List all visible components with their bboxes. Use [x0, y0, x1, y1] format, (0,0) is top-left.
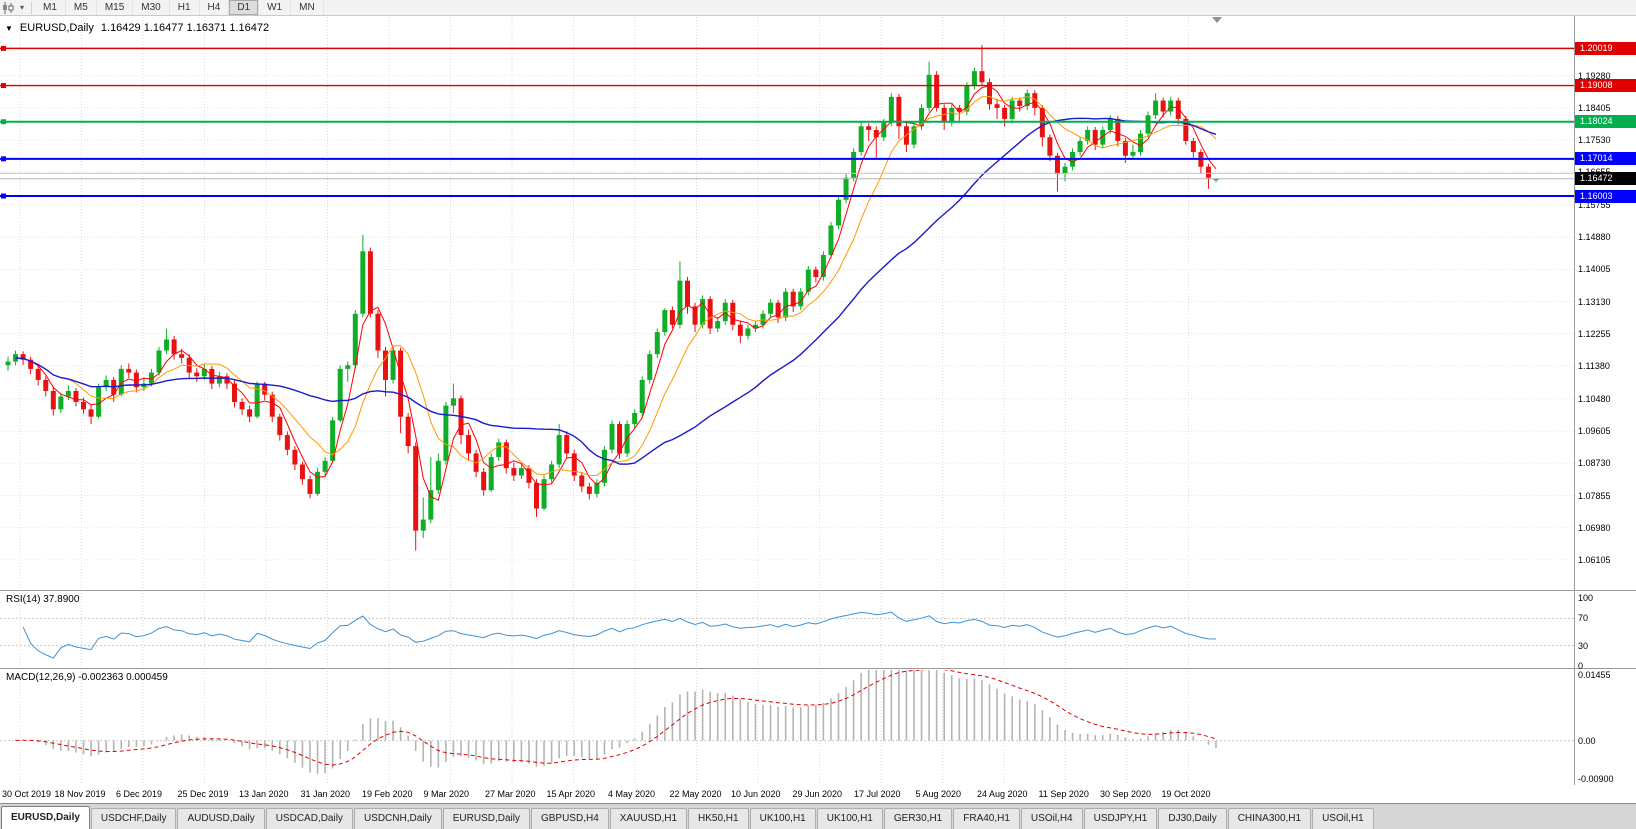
date-axis-label: 19 Oct 2020 — [1161, 789, 1211, 799]
timeframe-button-d1[interactable]: D1 — [229, 0, 260, 15]
timeframe-buttons-group: M1 M5 M15 M30 H1 H4 D1 W1 MN — [35, 0, 324, 16]
timeframe-button-m15[interactable]: M15 — [97, 0, 134, 15]
timeframe-button-m5[interactable]: M5 — [66, 0, 97, 15]
timeframe-button-m1[interactable]: M1 — [35, 0, 66, 15]
timeframe-button-mn[interactable]: MN — [291, 0, 324, 15]
chart-tab-usdchf-daily[interactable]: USDCHF,Daily — [90, 808, 177, 829]
chart-tab-fra40-h1[interactable]: FRA40,H1 — [953, 808, 1020, 829]
chart-tab-eurusd-daily[interactable]: EURUSD,Daily — [1, 806, 90, 829]
chart-title: ▼ EURUSD,Daily 1.16429 1.16477 1.16371 1… — [5, 22, 269, 34]
right-offset-marker[interactable] — [1212, 17, 1222, 23]
date-axis-label: 22 May 2020 — [669, 789, 722, 799]
rsi-line — [22, 611, 1217, 659]
date-axis-label: 9 Mar 2020 — [423, 789, 470, 799]
date-axis-label: 30 Sep 2020 — [1100, 789, 1152, 799]
chart-symbol-label: EURUSD,Daily — [19, 22, 94, 34]
macd-histogram — [14, 670, 1217, 774]
chart-tabs-bar: EURUSD,Daily USDCHF,Daily AUDUSD,Daily USDC… — [0, 803, 1636, 829]
date-axis-label: 13 Jan 2020 — [239, 789, 289, 799]
date-axis-label: 5 Aug 2020 — [915, 789, 962, 799]
toolbar-separator — [31, 1, 32, 14]
date-axis-label: 11 Sep 2020 — [1038, 789, 1089, 799]
chart-tab-hk50-h1[interactable]: HK50,H1 — [688, 808, 749, 829]
chart-type-icon[interactable] — [0, 1, 16, 15]
date-axis-label: 19 Feb 2020 — [362, 789, 413, 799]
date-axis-label: 17 Jul 2020 — [854, 789, 901, 799]
level-lines-layer[interactable] — [0, 45, 1574, 199]
chart-tab-xauusd-h1[interactable]: XAUUSD,H1 — [609, 808, 688, 829]
timeframe-button-w1[interactable]: W1 — [259, 0, 292, 15]
date-axis-label: 10 Jun 2020 — [731, 789, 781, 799]
date-axis-label: 24 Aug 2020 — [977, 789, 1028, 799]
date-axis-label: 18 Nov 2019 — [54, 789, 106, 799]
date-axis-label: 31 Jan 2020 — [300, 789, 351, 799]
date-axis-label: 29 Jun 2020 — [792, 789, 843, 799]
grid-layer — [0, 17, 1574, 789]
rsi-indicator-label: RSI(14) 37.8900 — [6, 594, 80, 605]
timeframe-toolbar: ▾ M1 M5 M15 M30 H1 H4 D1 W1 MN — [0, 0, 1636, 16]
date-axis-label: 27 Mar 2020 — [485, 789, 536, 799]
macd-signal-line — [15, 670, 1217, 766]
chart-tab-usdjpy-h1[interactable]: USDJPY,H1 — [1083, 808, 1158, 829]
chart-tab-usdcnh-daily[interactable]: USDCNH,Daily — [353, 808, 442, 829]
chart-ohlc-values: 1.16429 1.16477 1.16371 1.16472 — [100, 22, 270, 34]
chart-tab-usdcad-daily[interactable]: USDCAD,Daily — [265, 808, 353, 829]
timeframe-button-h1[interactable]: H1 — [170, 0, 200, 15]
chart-tab-gbpusd-h4[interactable]: GBPUSD,H4 — [530, 808, 609, 829]
ma-fast-line — [15, 85, 1217, 502]
chart-plot-area[interactable] — [0, 0, 1636, 803]
date-axis-label: 15 Apr 2020 — [546, 789, 596, 799]
chart-tab-usoil-h4[interactable]: USOil,H4 — [1020, 808, 1083, 829]
macd-indicator-label: MACD(12,26,9) -0.002363 0.000459 — [6, 672, 168, 683]
chart-tab-dj30-daily[interactable]: DJ30,Daily — [1158, 808, 1227, 829]
chart-tab-ger30-h1[interactable]: GER30,H1 — [883, 808, 953, 829]
chart-tab-uk100-h1[interactable]: UK100,H1 — [816, 808, 883, 829]
timeframe-button-m30[interactable]: M30 — [133, 0, 170, 15]
candlestick-glyph — [3, 1, 14, 14]
chart-tab-uk100-h1[interactable]: UK100,H1 — [749, 808, 816, 829]
date-axis-label: 25 Dec 2019 — [177, 789, 229, 799]
collapse-indicator-icon[interactable]: ▼ — [5, 23, 13, 33]
ma-slow-line — [15, 117, 1217, 465]
date-axis[interactable]: 30 Oct 2019 18 Nov 2019 6 Dec 2019 25 Dec 2… — [0, 785, 1636, 803]
chart-tab-audusd-daily[interactable]: AUDUSD,Daily — [177, 808, 265, 829]
ma-mid-line — [15, 95, 1217, 476]
chart-tab-china300-h1[interactable]: CHINA300,H1 — [1227, 808, 1312, 829]
chart-tab-usoil-h1[interactable]: USOil,H1 — [1312, 808, 1374, 829]
date-axis-label: 4 May 2020 — [608, 789, 656, 799]
date-axis-label: 30 Oct 2019 — [2, 789, 52, 799]
timeframe-button-h4[interactable]: H4 — [200, 0, 230, 15]
chart-type-dropdown-icon[interactable]: ▾ — [19, 3, 24, 12]
chart-tab-eurusd-daily[interactable]: EURUSD,Daily — [442, 808, 530, 829]
date-axis-label: 6 Dec 2019 — [116, 789, 163, 799]
